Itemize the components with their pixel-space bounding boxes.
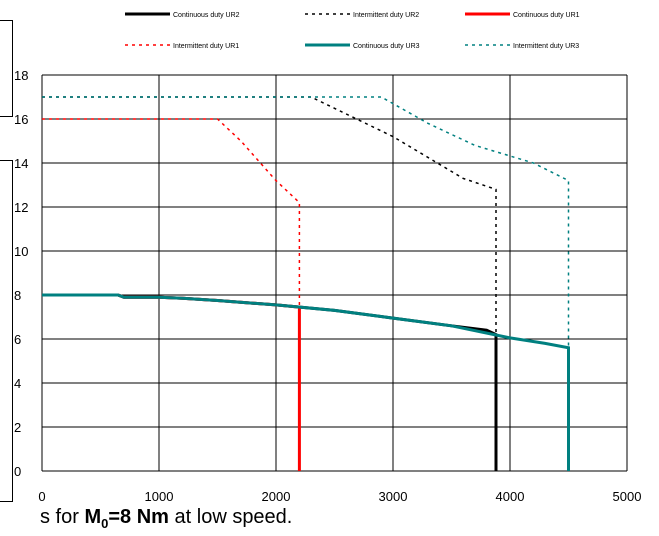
y-tick-label: 12 (14, 200, 28, 215)
x-tick-label: 2000 (262, 489, 291, 504)
chart-series (42, 96, 570, 471)
partial-frame-top (0, 20, 13, 117)
caption-prefix: s for (40, 506, 85, 528)
caption-m: M (84, 506, 102, 528)
y-tick-label: 16 (14, 112, 28, 127)
x-tick-labels: 0 1000 2000 3000 4000 5000 (38, 489, 641, 504)
legend-label: Intermittent duty UR2 (353, 12, 419, 19)
legend-label: Continuous duty UR3 (353, 43, 420, 50)
x-tick-label: 5000 (613, 489, 642, 504)
series-line (42, 293, 570, 471)
series-line (42, 96, 497, 471)
y-tick-label: 4 (14, 376, 21, 391)
caption-sub: 0 (101, 516, 109, 531)
series-line (42, 118, 301, 471)
legend-label: Continuous duty UR2 (173, 12, 240, 19)
chart-grid (41, 74, 628, 472)
legend-label: Intermittent duty UR1 (173, 43, 239, 50)
y-tick-label: 10 (14, 244, 28, 259)
chart-legend: Continuous duty UR2 Intermittent duty UR2… (125, 12, 580, 50)
series-line (42, 96, 570, 471)
x-tick-label: 0 (38, 489, 45, 504)
y-tick-label: 2 (14, 420, 21, 435)
legend-label: Continuous duty UR1 (513, 12, 580, 19)
y-tick-label: 8 (14, 288, 21, 303)
legend-label: Intermittent duty UR3 (513, 43, 579, 50)
x-tick-label: 3000 (379, 489, 408, 504)
chart-caption: s for M0=8 Nm at low speed. (40, 505, 292, 536)
x-tick-label: 1000 (145, 489, 174, 504)
caption-suffix: at low speed. (168, 506, 293, 528)
caption-value: =8 Nm (108, 506, 169, 528)
y-tick-label: 18 (14, 68, 28, 83)
partial-frame-bottom (0, 160, 13, 502)
caption-bold: M0=8 Nm (84, 506, 169, 531)
y-tick-label: 14 (14, 156, 28, 171)
y-tick-labels: 0 2 4 6 8 10 12 14 16 18 (14, 68, 28, 479)
y-tick-label: 6 (14, 332, 21, 347)
x-tick-label: 4000 (496, 489, 525, 504)
y-tick-label: 0 (14, 464, 21, 479)
